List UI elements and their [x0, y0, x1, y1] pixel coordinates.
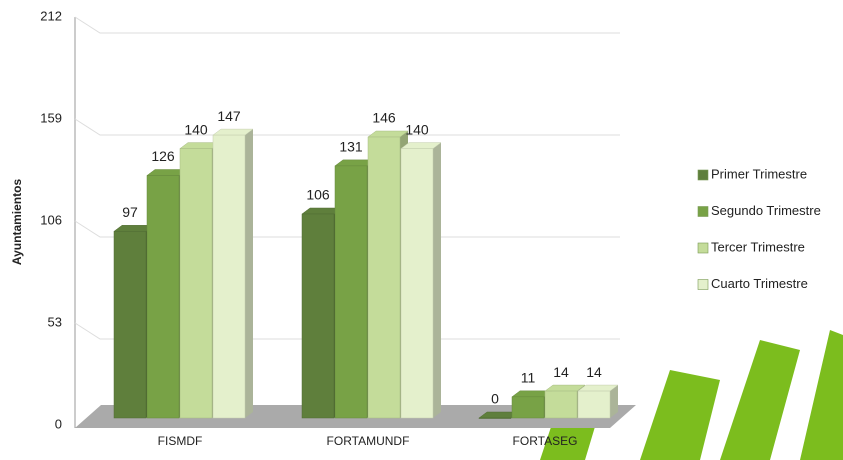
grid-line [74, 118, 620, 136]
legend-label: Tercer Trimestre [711, 239, 805, 254]
bar [301, 213, 335, 419]
bar [511, 396, 545, 419]
legend-label: Segundo Trimestre [711, 203, 821, 218]
data-label: 140 [184, 121, 208, 137]
data-label: 14 [553, 364, 569, 380]
grid-line [74, 322, 620, 340]
bar [212, 134, 246, 419]
bar [367, 136, 401, 419]
bar [577, 390, 611, 419]
bar [334, 165, 368, 419]
x-tick-label: FORTAMUNDF [327, 434, 410, 448]
y-axis-title: Ayuntamientos [10, 179, 24, 266]
legend-label: Cuarto Trimestre [711, 276, 808, 291]
y-tick-label: 106 [40, 212, 62, 227]
legend-swatch [697, 242, 709, 254]
data-label: 0 [491, 391, 499, 407]
grid-line [74, 220, 620, 238]
bar [113, 231, 147, 419]
data-label: 97 [122, 204, 138, 220]
bar [179, 148, 213, 419]
data-label: 106 [306, 187, 330, 203]
y-tick-label: 159 [40, 110, 62, 125]
legend-label: Primer Trimestre [711, 166, 807, 181]
bar [544, 390, 578, 419]
data-label: 131 [339, 139, 363, 155]
data-label: 126 [151, 148, 175, 164]
watermark [540, 330, 843, 460]
y-tick-label: 53 [48, 314, 62, 329]
bar-side [245, 129, 253, 418]
data-label: 140 [405, 121, 429, 137]
y-tick-label: 212 [40, 8, 62, 23]
y-tick-label: 0 [55, 416, 62, 431]
grid-line [74, 16, 620, 34]
legend-swatch [697, 279, 709, 290]
legend-swatch [697, 169, 709, 181]
bar [478, 417, 512, 419]
data-label: 147 [217, 108, 241, 124]
data-label: 14 [586, 364, 602, 380]
bar-side [610, 385, 618, 418]
bar [400, 148, 434, 419]
data-label: 11 [521, 370, 536, 386]
data-label: 146 [372, 110, 396, 126]
x-tick-label: FISMDF [158, 434, 203, 448]
bar [146, 175, 180, 419]
legend-swatch [697, 206, 709, 217]
x-tick-label: FORTASEG [513, 434, 578, 448]
bar-side [433, 142, 441, 418]
